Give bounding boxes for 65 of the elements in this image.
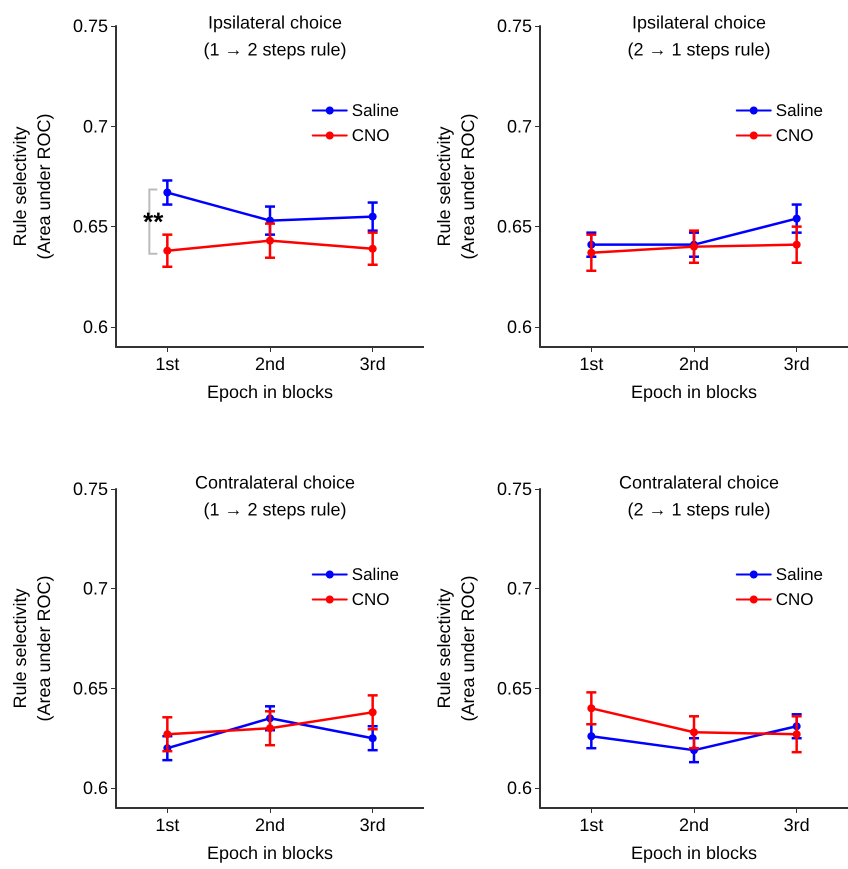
legend-label: CNO [776, 126, 814, 145]
x-tick-label: 1st [579, 354, 604, 374]
x-axis-title: Epoch in blocks [206, 382, 334, 402]
point [163, 246, 172, 255]
y-tick-label: 0.65 [496, 678, 532, 698]
point [587, 704, 596, 712]
point [266, 236, 274, 245]
legend-label: CNO [776, 590, 814, 609]
x-tick-label: 1st [579, 815, 604, 835]
point [368, 708, 377, 716]
y-axis-title: Rule selectivity (Area under ROC) [434, 575, 478, 722]
legend-label: Saline [776, 565, 824, 584]
y-tick-label: 0.7 [82, 116, 108, 136]
x-tick-label: 3rd [784, 815, 810, 835]
legend-label: Saline [352, 565, 400, 584]
point [587, 248, 596, 257]
x-tick-label: 1st [155, 354, 180, 374]
point [368, 212, 377, 221]
legend-label: Saline [776, 101, 824, 120]
point [792, 214, 801, 223]
x-tick-label: 2nd [254, 354, 286, 374]
y-axis-title: Rule selectivity (Area under ROC) [10, 113, 54, 260]
chart-title: Ipsilateral choice (2 → 1 steps rule) [627, 12, 771, 60]
y-tick-label: 0.75 [496, 479, 532, 499]
y-tick-label: 0.65 [72, 678, 108, 698]
x-axis-title: Epoch in blocks [630, 843, 758, 863]
y-tick-label: 0.7 [82, 578, 108, 599]
legend-label: Saline [352, 101, 400, 120]
point [368, 734, 377, 742]
y-tick-label: 0.7 [506, 578, 532, 599]
y-tick-label: 0.65 [496, 216, 532, 237]
x-tick-label: 3rd [360, 815, 386, 835]
x-tick-label: 2nd [254, 815, 286, 835]
y-tick-label: 0.6 [82, 316, 108, 337]
point [690, 728, 698, 736]
y-tick-label: 0.75 [72, 479, 108, 499]
y-tick-label: 0.6 [506, 778, 532, 798]
y-axis-title: Rule selectivity (Area under ROC) [10, 575, 54, 722]
x-tick-label: 3rd [784, 354, 810, 374]
x-tick-label: 2nd [678, 815, 710, 835]
legend-label: CNO [352, 126, 390, 145]
y-tick-label: 0.6 [82, 778, 108, 798]
point [266, 724, 274, 732]
chart-title: Ipsilateral choice (1 → 2 steps rule) [203, 12, 347, 60]
point [163, 730, 172, 738]
point [368, 244, 377, 253]
y-tick-label: 0.75 [496, 16, 532, 36]
x-tick-label: 3rd [360, 354, 386, 374]
y-tick-label: 0.75 [72, 16, 108, 36]
x-axis-title: Epoch in blocks [630, 382, 758, 402]
x-axis-title: Epoch in blocks [206, 843, 334, 863]
y-tick-label: 0.65 [72, 216, 108, 237]
legend-label: CNO [352, 590, 390, 609]
x-tick-label: 2nd [678, 354, 710, 374]
point [792, 730, 801, 738]
point [163, 188, 172, 197]
y-tick-label: 0.6 [506, 316, 532, 337]
y-axis-title: Rule selectivity (Area under ROC) [434, 113, 478, 260]
chart-title: Contralateral choice (2 → 1 steps rule) [618, 472, 780, 520]
x-tick-label: 1st [155, 815, 180, 835]
annotation: ** [143, 206, 164, 237]
y-tick-label: 0.7 [506, 116, 532, 136]
chart-title: Contralateral choice (1 → 2 steps rule) [194, 472, 356, 520]
point [792, 240, 801, 249]
point [587, 732, 596, 740]
